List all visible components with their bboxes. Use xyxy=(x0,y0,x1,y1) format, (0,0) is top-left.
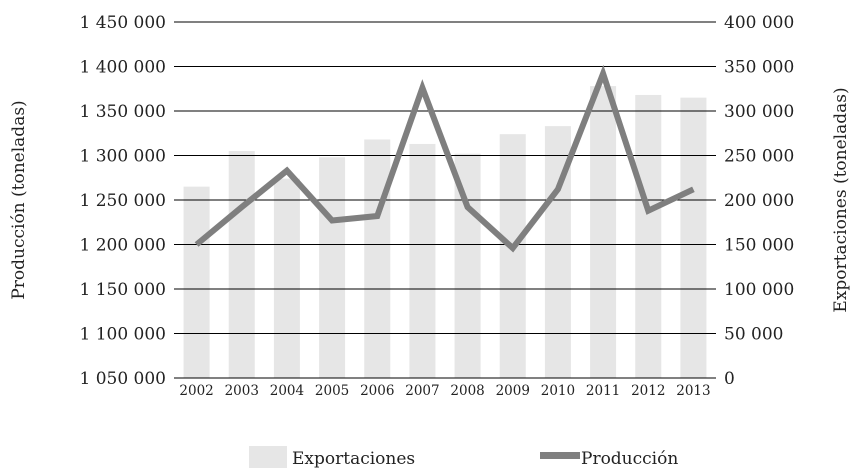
y-right-tick-label: 250 000 xyxy=(724,147,794,167)
y-axis-left-title: Producción (toneladas) xyxy=(9,100,29,299)
y-right-tick-label: 350 000 xyxy=(724,58,794,78)
y-right-tick-label: 50 000 xyxy=(724,325,783,345)
y-right-tick-label: 0 xyxy=(724,369,735,389)
y-left-tick-label: 1 150 000 xyxy=(79,280,166,300)
left-axis-ticks: 1 050 000 1 100 000 1 150 000 1 200 000 1 25… xyxy=(79,13,166,389)
x-tick-label: 2004 xyxy=(270,383,304,399)
bar-exportaciones-2013 xyxy=(680,97,707,379)
x-tick-label: 2003 xyxy=(225,383,259,399)
y-left-tick-label: 1 200 000 xyxy=(79,236,166,256)
y-right-tick-label: 400 000 xyxy=(724,13,794,33)
y-right-tick-label: 150 000 xyxy=(724,236,794,256)
legend-label-produccion: Producción xyxy=(581,449,678,468)
x-tick-label: 2010 xyxy=(541,383,575,399)
bar-exportaciones-2005 xyxy=(319,157,346,378)
y-right-tick-label: 100 000 xyxy=(724,280,794,300)
y-left-tick-label: 1 100 000 xyxy=(79,325,166,345)
y-left-tick-label: 1 400 000 xyxy=(79,58,166,78)
y-right-tick-label: 300 000 xyxy=(724,102,794,122)
x-tick-label: 2006 xyxy=(360,383,394,399)
bar-exportaciones-2009 xyxy=(499,134,526,378)
y-axis-right-title: Exportaciones (toneladas) xyxy=(831,87,851,312)
x-tick-label: 2007 xyxy=(405,383,439,399)
bar-exportaciones-2003 xyxy=(228,151,255,378)
bar-exportaciones-2011 xyxy=(590,86,617,378)
bar-exportaciones-2004 xyxy=(273,178,300,378)
produccion-line xyxy=(194,64,695,253)
bar-exportaciones-2007 xyxy=(409,143,436,378)
x-tick-label: 2013 xyxy=(676,383,710,399)
exportaciones-bars xyxy=(183,86,707,379)
y-right-tick-label: 200 000 xyxy=(724,191,794,211)
legend-label-exportaciones: Exportaciones xyxy=(292,449,415,468)
legend-swatch-exportaciones xyxy=(249,446,287,468)
bar-exportaciones-2012 xyxy=(635,94,662,378)
y-left-tick-label: 1 250 000 xyxy=(79,191,166,211)
x-tick-label: 2009 xyxy=(496,383,530,399)
legend-swatch-produccion xyxy=(540,452,580,459)
x-axis-ticks: 2002 2003 2004 2005 2006 2007 2008 2009 2010 2011… xyxy=(179,383,710,399)
x-tick-label: 2012 xyxy=(631,383,665,399)
gridlines xyxy=(174,21,716,379)
x-tick-label: 2005 xyxy=(315,383,349,399)
legend: Exportaciones Producción xyxy=(249,446,678,468)
x-tick-label: 2008 xyxy=(450,383,484,399)
x-tick-label: 2011 xyxy=(586,383,620,399)
y-left-tick-label: 1 050 000 xyxy=(79,369,166,389)
bar-exportaciones-2002 xyxy=(183,186,210,378)
y-left-tick-label: 1 350 000 xyxy=(79,102,166,122)
bar-exportaciones-2006 xyxy=(364,139,391,378)
line-produccion xyxy=(194,64,695,253)
right-axis-ticks: 0 50 000 100 000 150 000 200 000 250 000 300 0… xyxy=(724,13,794,389)
x-tick-label: 2002 xyxy=(179,383,213,399)
y-left-tick-label: 1 300 000 xyxy=(79,147,166,167)
y-left-tick-label: 1 450 000 xyxy=(79,13,166,33)
